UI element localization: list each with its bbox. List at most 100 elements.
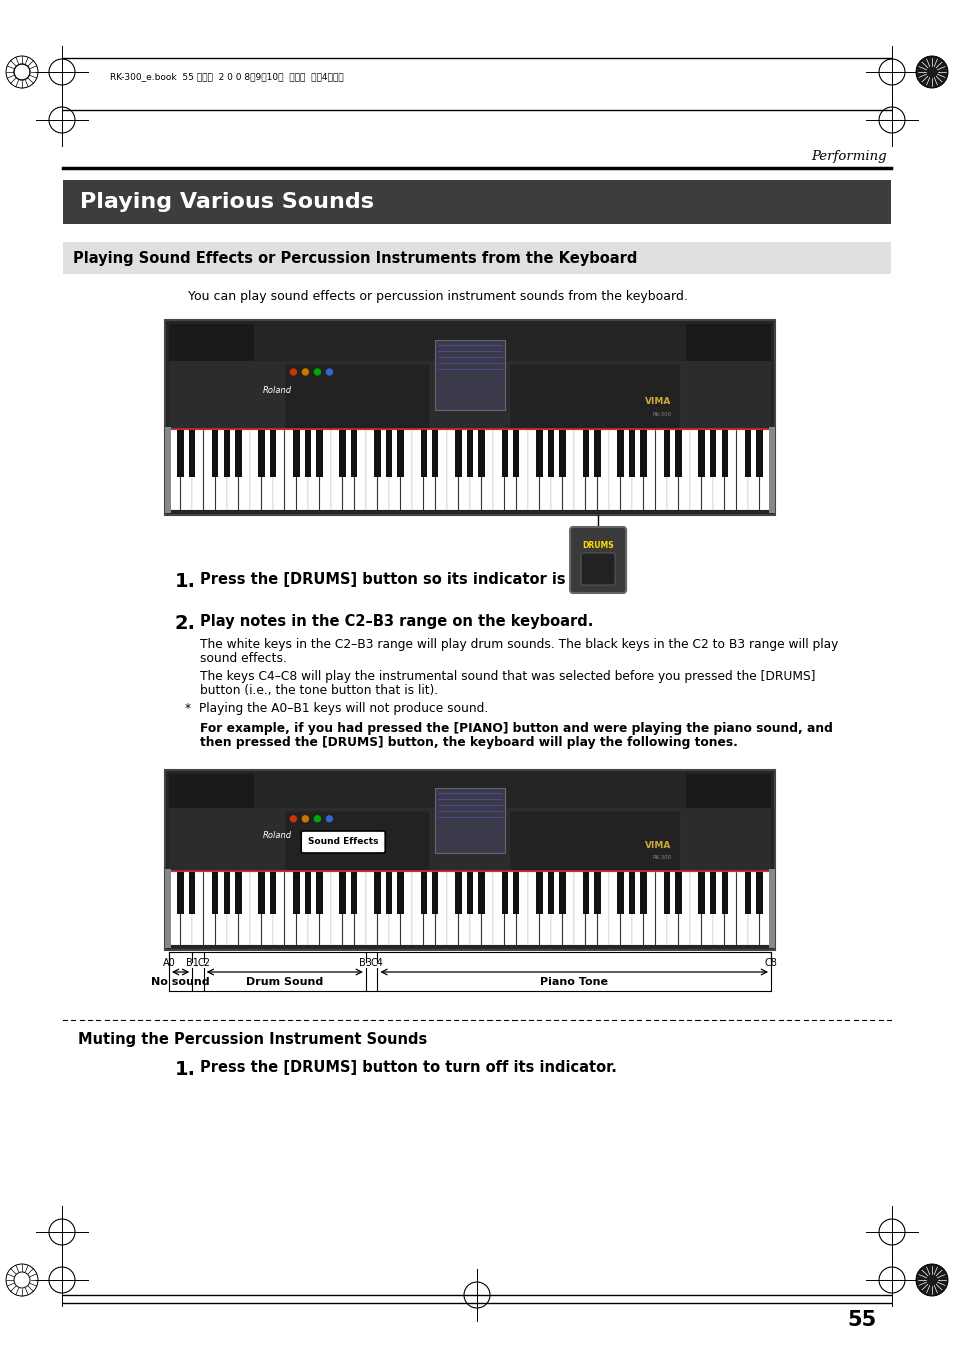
- FancyBboxPatch shape: [212, 871, 218, 915]
- FancyBboxPatch shape: [331, 430, 342, 511]
- FancyBboxPatch shape: [189, 871, 195, 915]
- FancyBboxPatch shape: [258, 871, 265, 915]
- Text: 1.: 1.: [174, 571, 195, 590]
- FancyBboxPatch shape: [274, 430, 284, 511]
- Text: sound effects.: sound effects.: [200, 653, 287, 665]
- FancyBboxPatch shape: [551, 430, 561, 511]
- Text: Roland: Roland: [262, 386, 292, 394]
- FancyBboxPatch shape: [435, 788, 504, 852]
- FancyBboxPatch shape: [397, 430, 403, 477]
- FancyBboxPatch shape: [466, 871, 473, 915]
- Text: No sound: No sound: [152, 977, 210, 988]
- FancyBboxPatch shape: [582, 871, 588, 915]
- FancyBboxPatch shape: [296, 871, 307, 946]
- FancyBboxPatch shape: [432, 430, 438, 477]
- FancyBboxPatch shape: [574, 871, 585, 946]
- FancyBboxPatch shape: [366, 430, 376, 511]
- FancyBboxPatch shape: [701, 871, 712, 946]
- FancyBboxPatch shape: [319, 430, 331, 511]
- FancyBboxPatch shape: [250, 871, 261, 946]
- FancyBboxPatch shape: [493, 871, 504, 946]
- Text: RK-300: RK-300: [652, 855, 671, 859]
- FancyBboxPatch shape: [227, 430, 238, 511]
- FancyBboxPatch shape: [617, 430, 623, 477]
- FancyBboxPatch shape: [412, 871, 423, 946]
- FancyBboxPatch shape: [501, 430, 507, 477]
- Circle shape: [314, 816, 320, 821]
- FancyBboxPatch shape: [165, 869, 171, 948]
- Text: B1: B1: [186, 958, 198, 969]
- Text: You can play sound effects or percussion instrument sounds from the keyboard.: You can play sound effects or percussion…: [188, 290, 687, 303]
- Text: B3: B3: [359, 958, 372, 969]
- Text: Playing Various Sounds: Playing Various Sounds: [80, 192, 374, 212]
- FancyBboxPatch shape: [285, 430, 295, 511]
- FancyBboxPatch shape: [620, 871, 631, 946]
- FancyBboxPatch shape: [250, 430, 261, 511]
- FancyBboxPatch shape: [177, 430, 184, 477]
- FancyBboxPatch shape: [262, 871, 273, 946]
- Text: C8: C8: [763, 958, 777, 969]
- Text: The keys C4–C8 will play the instrumental sound that was selected before you pre: The keys C4–C8 will play the instrumenta…: [200, 670, 815, 684]
- FancyBboxPatch shape: [501, 871, 507, 915]
- FancyBboxPatch shape: [193, 871, 203, 946]
- Text: Sound Effects: Sound Effects: [308, 838, 378, 847]
- FancyBboxPatch shape: [713, 430, 723, 511]
- FancyBboxPatch shape: [574, 430, 585, 511]
- FancyBboxPatch shape: [169, 324, 254, 392]
- FancyBboxPatch shape: [663, 430, 669, 477]
- FancyBboxPatch shape: [481, 871, 493, 946]
- FancyBboxPatch shape: [747, 871, 759, 946]
- FancyBboxPatch shape: [585, 871, 597, 946]
- FancyBboxPatch shape: [539, 430, 550, 511]
- FancyBboxPatch shape: [517, 871, 527, 946]
- FancyBboxPatch shape: [628, 871, 635, 915]
- FancyBboxPatch shape: [339, 871, 346, 915]
- FancyBboxPatch shape: [466, 430, 473, 477]
- Text: *  Playing the A0–B1 keys will not produce sound.: * Playing the A0–B1 keys will not produc…: [185, 703, 488, 715]
- FancyBboxPatch shape: [389, 871, 400, 946]
- FancyBboxPatch shape: [270, 430, 276, 477]
- FancyBboxPatch shape: [319, 871, 331, 946]
- FancyBboxPatch shape: [215, 871, 227, 946]
- Circle shape: [326, 816, 332, 821]
- FancyBboxPatch shape: [720, 430, 727, 477]
- FancyBboxPatch shape: [308, 430, 319, 511]
- FancyBboxPatch shape: [759, 430, 770, 511]
- Circle shape: [326, 369, 332, 376]
- FancyBboxPatch shape: [698, 430, 704, 477]
- FancyBboxPatch shape: [455, 871, 461, 915]
- FancyBboxPatch shape: [301, 831, 385, 852]
- FancyBboxPatch shape: [639, 871, 646, 915]
- FancyBboxPatch shape: [666, 430, 678, 511]
- Text: Press the [DRUMS] button so its indicator is lit.: Press the [DRUMS] button so its indicato…: [200, 571, 593, 586]
- FancyBboxPatch shape: [643, 430, 655, 511]
- FancyBboxPatch shape: [675, 430, 680, 477]
- FancyBboxPatch shape: [193, 430, 203, 511]
- FancyBboxPatch shape: [165, 770, 774, 950]
- Circle shape: [302, 816, 308, 821]
- FancyBboxPatch shape: [685, 324, 770, 392]
- FancyBboxPatch shape: [223, 871, 230, 915]
- FancyBboxPatch shape: [169, 808, 770, 877]
- FancyBboxPatch shape: [547, 430, 554, 477]
- FancyBboxPatch shape: [420, 871, 426, 915]
- FancyBboxPatch shape: [63, 180, 890, 224]
- FancyBboxPatch shape: [204, 430, 214, 511]
- FancyBboxPatch shape: [296, 430, 307, 511]
- FancyBboxPatch shape: [458, 871, 469, 946]
- FancyBboxPatch shape: [331, 871, 342, 946]
- Text: VIMA: VIMA: [644, 397, 671, 407]
- FancyBboxPatch shape: [447, 430, 457, 511]
- Circle shape: [290, 369, 296, 376]
- FancyBboxPatch shape: [63, 242, 890, 274]
- Text: 1.: 1.: [174, 1061, 195, 1079]
- Circle shape: [915, 1265, 947, 1296]
- FancyBboxPatch shape: [768, 427, 774, 513]
- FancyBboxPatch shape: [551, 871, 561, 946]
- FancyBboxPatch shape: [169, 430, 180, 511]
- FancyBboxPatch shape: [316, 430, 322, 477]
- FancyBboxPatch shape: [513, 871, 519, 915]
- FancyBboxPatch shape: [594, 871, 599, 915]
- FancyBboxPatch shape: [238, 871, 250, 946]
- FancyBboxPatch shape: [389, 430, 400, 511]
